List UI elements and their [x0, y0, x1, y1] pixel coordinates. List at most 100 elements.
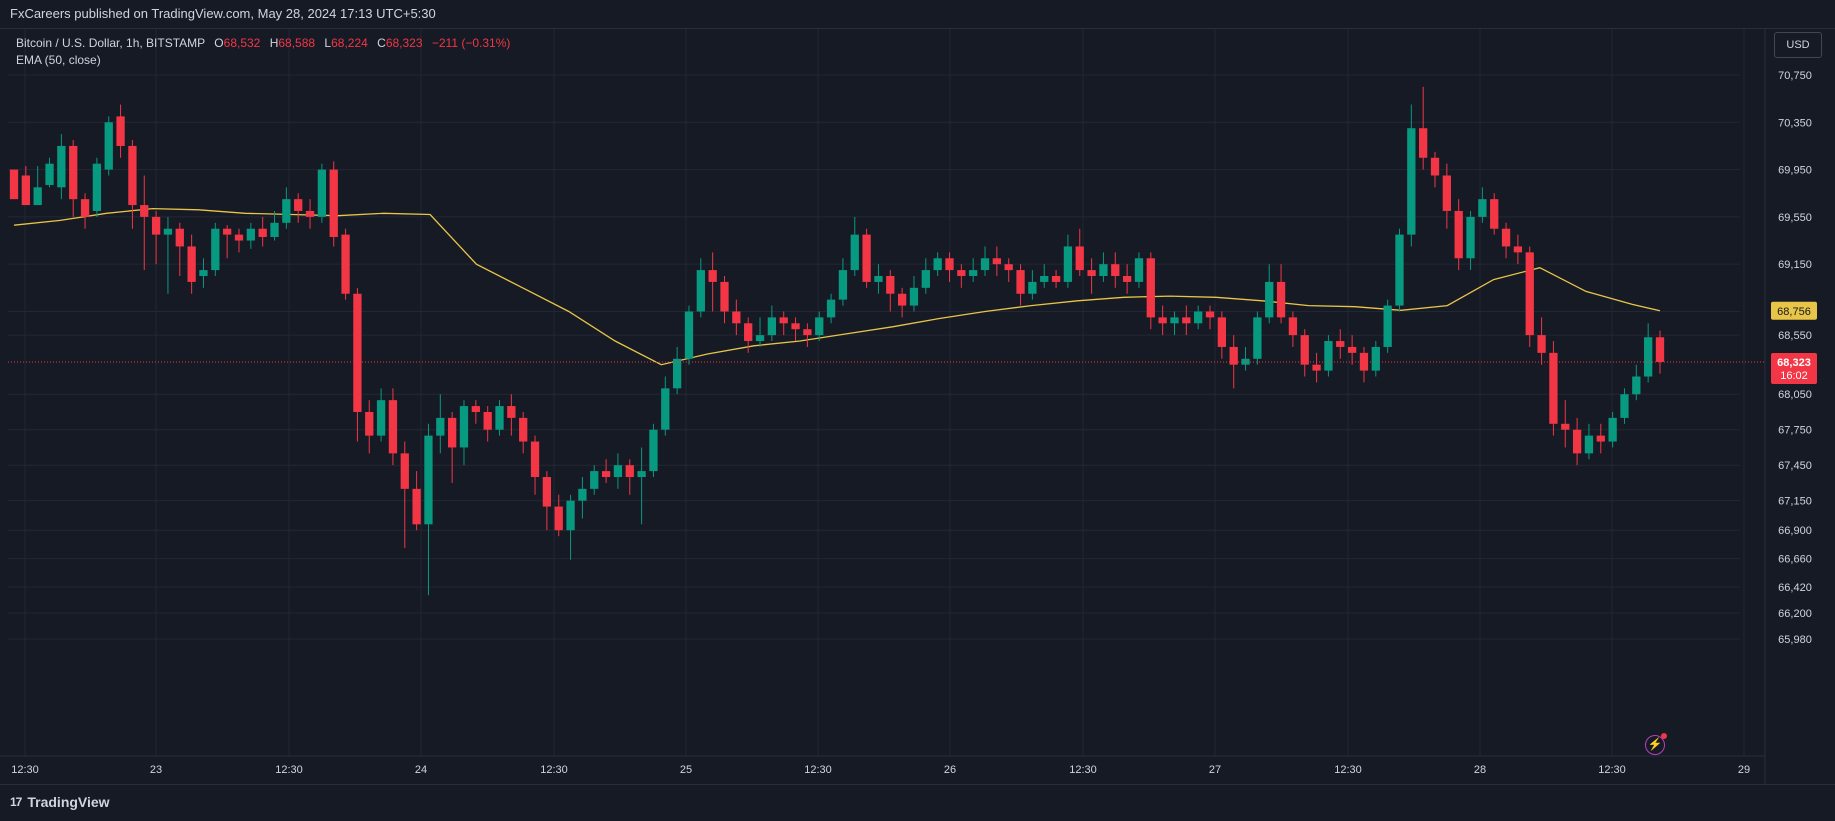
candle-body — [601, 471, 611, 478]
candle-body — [69, 145, 78, 200]
candle-body — [270, 222, 279, 237]
candle-body — [258, 228, 267, 237]
candle-body — [246, 228, 255, 241]
candle-body — [317, 169, 327, 217]
candle-body — [1063, 246, 1073, 282]
candle-body — [459, 406, 469, 448]
candle-body — [388, 400, 398, 454]
candle-body — [1265, 281, 1274, 318]
candle-body — [151, 216, 161, 235]
indicator-legend[interactable]: EMA (50, close) — [16, 53, 101, 67]
x-tick-label: 24 — [415, 764, 427, 776]
candle-body — [1312, 364, 1321, 371]
candle-body — [495, 406, 504, 430]
candle-body — [436, 417, 445, 436]
y-tick-label: 69,150 — [1778, 259, 1812, 271]
candle-body — [1134, 258, 1144, 282]
x-tick-label: 12:30 — [540, 764, 568, 776]
candle-body — [1430, 157, 1440, 176]
published-text: FxCareers published on TradingView.com, … — [10, 6, 436, 21]
candle-body — [92, 163, 102, 211]
candle-body — [140, 205, 149, 217]
candle-body — [1371, 346, 1380, 371]
candle-body — [412, 488, 421, 525]
ema-price-label: 68,756 — [1777, 306, 1811, 318]
y-tick-label: 66,900 — [1778, 525, 1812, 537]
change-value: −211 (−0.31%) — [431, 36, 511, 50]
candle-body — [1419, 128, 1428, 158]
candle-body — [957, 270, 966, 277]
candle-body — [767, 317, 777, 336]
y-tick-label: 70,350 — [1778, 117, 1812, 129]
bar-countdown-label: 16:02 — [1780, 370, 1808, 382]
candle-body — [1229, 346, 1238, 365]
candle-body — [1087, 270, 1096, 277]
candle-body — [1537, 335, 1546, 353]
candle-body — [1217, 317, 1227, 347]
publisher-bar: FxCareers published on TradingView.com, … — [0, 0, 1835, 29]
candle-body — [471, 406, 480, 412]
candle-body — [341, 234, 350, 294]
candle-body — [116, 116, 125, 146]
candle-body — [1407, 128, 1416, 235]
candle-body — [542, 477, 552, 507]
candle-body — [578, 488, 587, 501]
candle-body — [1336, 341, 1345, 347]
grid — [0, 29, 1766, 784]
candle-body — [1644, 337, 1653, 377]
lightning-icon[interactable]: ⚡ — [1645, 733, 1667, 755]
candle-body — [791, 323, 800, 330]
symbol-label[interactable]: Bitcoin / U.S. Dollar, 1h, BITSTAMP — [16, 36, 205, 50]
candle-body — [1288, 317, 1298, 336]
candle-body — [1324, 341, 1333, 371]
candle-body — [507, 406, 516, 418]
candle-body — [1561, 423, 1570, 430]
price-chart[interactable]: 70,75070,35069,95069,55069,15068,75068,5… — [0, 29, 1835, 784]
candle-body — [1525, 252, 1534, 336]
candle-body — [1205, 311, 1215, 318]
candle-body — [554, 506, 563, 531]
candle-body — [1241, 358, 1250, 365]
candle-body — [992, 258, 1002, 265]
candle-body — [80, 199, 90, 217]
candle-body — [590, 471, 599, 489]
candle-body — [1572, 429, 1582, 454]
brand-text: TradingView — [27, 794, 110, 810]
chart-area[interactable]: 70,75070,35069,95069,55069,15068,75068,5… — [0, 29, 1835, 784]
last-price-marker — [1771, 352, 1817, 384]
candle-body — [57, 145, 66, 188]
tradingview-brand[interactable]: 17 TradingView — [10, 794, 110, 810]
open-label: O — [214, 36, 224, 50]
candle-body — [897, 293, 907, 306]
candle-body — [447, 417, 457, 448]
candle-body — [625, 465, 634, 478]
currency-button[interactable]: USD — [1774, 32, 1822, 58]
candle-body — [1146, 258, 1155, 318]
candle-body — [732, 311, 741, 324]
candle-body — [1075, 246, 1084, 271]
y-tick-label: 69,550 — [1778, 212, 1812, 224]
open-value: 68,532 — [223, 36, 261, 50]
candle-body — [886, 276, 895, 294]
candle-body — [282, 199, 291, 223]
candle-body — [530, 441, 540, 478]
ema-price-marker — [1771, 301, 1817, 320]
candle-body — [720, 281, 729, 312]
candle-body — [1596, 435, 1605, 442]
candle-body — [1182, 317, 1191, 324]
candle-body — [1359, 352, 1369, 371]
candle-body — [1442, 175, 1451, 211]
candle-body — [175, 228, 184, 247]
candle-body — [803, 329, 812, 336]
candle-body — [1478, 199, 1487, 217]
candle-body — [696, 270, 705, 312]
candle-body — [672, 358, 682, 389]
candle-body — [294, 199, 303, 211]
candle-body — [1549, 352, 1558, 424]
candle-body — [1099, 264, 1108, 277]
candle-body — [1016, 270, 1025, 294]
candle-body — [826, 299, 836, 318]
candle-body — [708, 270, 717, 282]
candle-body — [424, 435, 433, 525]
high-label: H — [269, 36, 279, 50]
